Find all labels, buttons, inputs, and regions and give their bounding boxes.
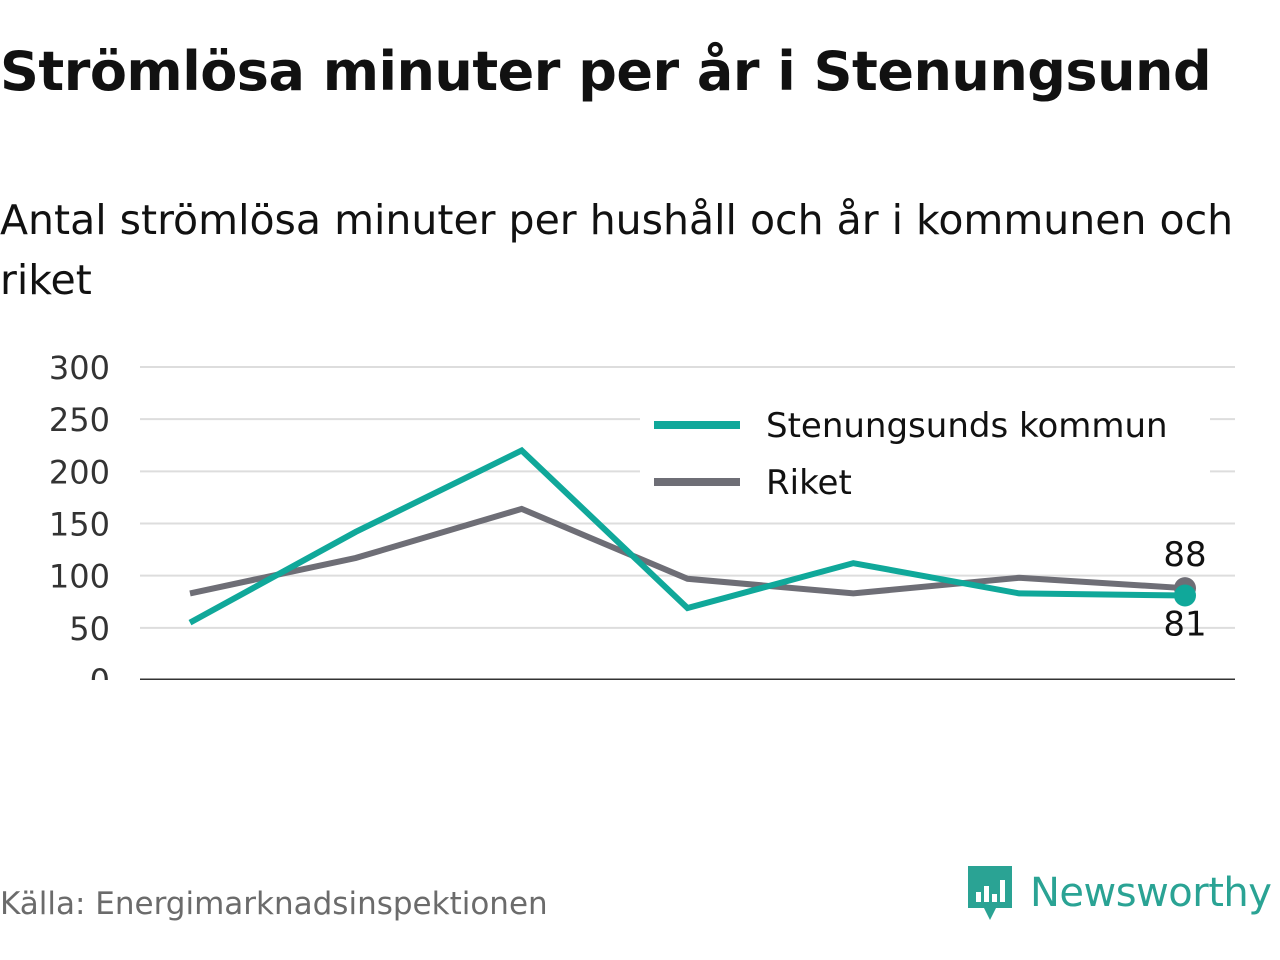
y-tick-label: 300 [49, 349, 110, 387]
y-tick-label: 200 [49, 453, 110, 491]
end-point-stenungsund [1174, 584, 1196, 607]
y-tick-label: 250 [49, 401, 110, 439]
chart-subtitle: Antal strömlösa minuter per hushåll och … [0, 196, 1234, 304]
y-tick-label: 0 [90, 662, 110, 680]
end-label-riket: 88 [1163, 535, 1206, 575]
y-tick-label: 50 [69, 610, 110, 648]
legend-label: Stenungsunds kommun [766, 406, 1168, 446]
source-note: Källa: Energimarknadsinspektionen [0, 886, 548, 922]
chart-bubble-icon [968, 866, 1012, 920]
y-tick-label: 150 [49, 506, 110, 544]
brand-name: Newsworthy [1030, 870, 1272, 916]
chart-title: Strömlösa minuter per år i Stenungsund [0, 40, 1212, 103]
series-line-stenungsund [188, 446, 1186, 626]
y-tick-label: 100 [49, 558, 110, 596]
legend-background [640, 395, 1210, 515]
legend-label: Riket [766, 463, 852, 503]
end-label-stenungsund: 81 [1163, 604, 1206, 644]
brand-logo: Newsworthy [964, 862, 1272, 924]
line-chart: 0501001502002503002017201820192020202120… [49, 349, 1235, 680]
series-line-riket [189, 505, 1186, 597]
